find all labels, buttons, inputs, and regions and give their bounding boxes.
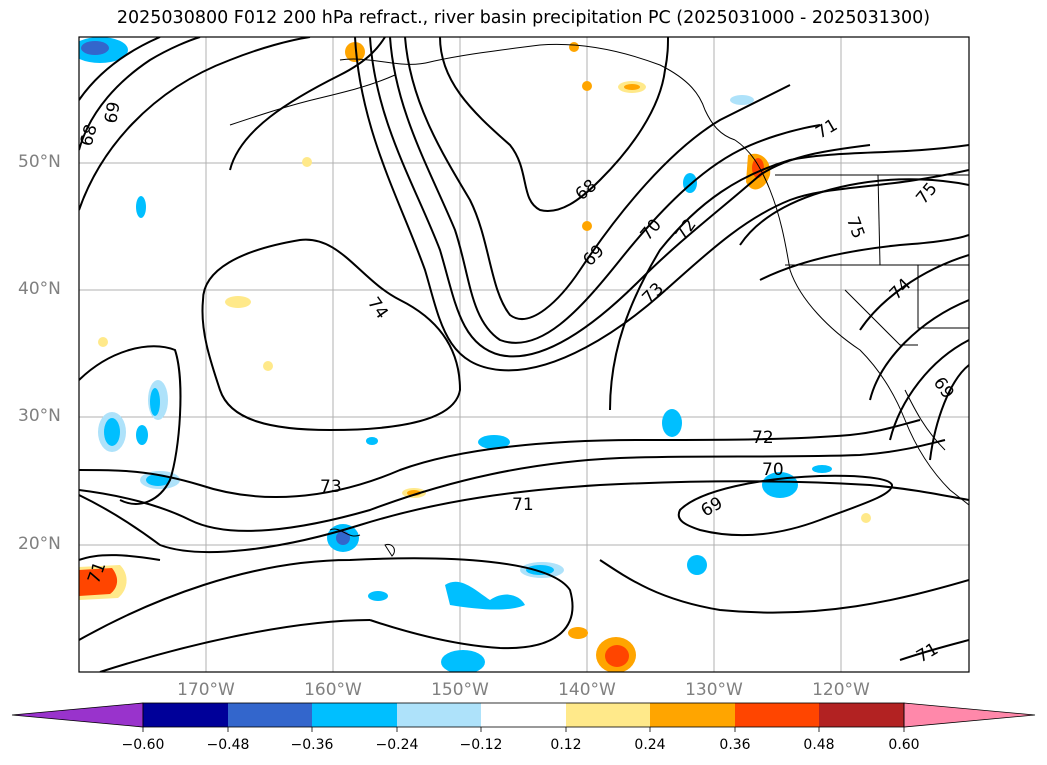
colorbar-tick-label: 0.48 (803, 737, 835, 753)
latitude-label: 20°N (18, 534, 61, 554)
colorbar-segment (481, 703, 566, 727)
colorbar-tick-label: −0.48 (206, 737, 250, 753)
colorbar-tick-label: 0.24 (634, 737, 666, 753)
colorbar-segment (650, 703, 735, 727)
longitude-label: 170°W (177, 680, 235, 700)
contour-label: 69 (101, 100, 124, 125)
map-title: 2025030800 F012 200 hPa refract., river … (116, 8, 931, 28)
latitude-label: 50°N (18, 152, 61, 172)
colorbar-tick-label: −0.24 (375, 737, 419, 753)
contour-label: 72 (752, 428, 774, 448)
colorbar-tick-label: 0.60 (888, 737, 920, 753)
contour-label: 70 (762, 460, 784, 480)
colorbar (11, 702, 1036, 732)
colorbar-tick-label: 0.12 (550, 737, 582, 753)
colorbar-segment (397, 703, 481, 727)
contour-label: 71 (512, 495, 534, 515)
colorbar-segment (735, 703, 819, 727)
longitude-label: 160°W (304, 680, 362, 700)
latitude-label: 30°N (18, 406, 61, 426)
map-frame (78, 36, 970, 673)
longitude-label: 140°W (558, 680, 616, 700)
longitude-label: 120°W (812, 680, 870, 700)
colorbar-segment (228, 703, 312, 727)
latitude-label: 40°N (18, 279, 61, 299)
colorbar-segment (566, 703, 650, 727)
longitude-label: 150°W (431, 680, 489, 700)
coastlines (229, 43, 969, 557)
colorbar-segment (312, 703, 397, 727)
colorbar-segment (819, 703, 904, 727)
colorbar-tick-label: −0.36 (290, 737, 334, 753)
longitude-label: 130°W (685, 680, 743, 700)
contour-lines (79, 37, 969, 672)
colorbar-extend-high (903, 702, 1036, 728)
colorbar-segment (143, 703, 228, 727)
colorbar-tick-label: 0.36 (719, 737, 751, 753)
colorbar-tick-label: −0.60 (121, 737, 165, 753)
colorbar-tick-label: −0.12 (459, 737, 503, 753)
contour-label: 73 (320, 477, 342, 497)
colorbar-extend-low (11, 702, 144, 728)
